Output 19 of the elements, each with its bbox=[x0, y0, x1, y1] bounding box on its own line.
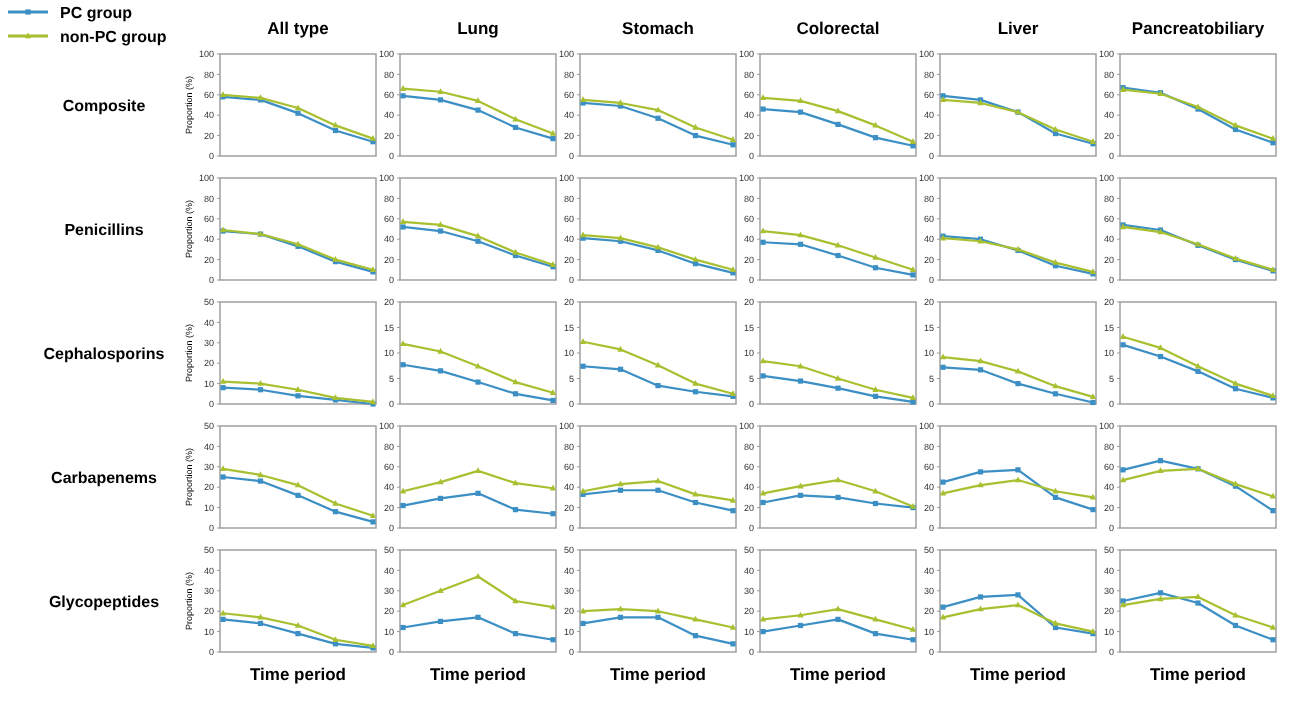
text: Composite bbox=[62, 96, 147, 115]
chart-title: Pancreatobiliary bbox=[1131, 18, 1265, 38]
legend-label: PC group bbox=[60, 3, 133, 22]
x-axis-title: Time period bbox=[789, 664, 887, 684]
x-axis-title: Time period bbox=[429, 664, 527, 684]
x-axis-title: Time period bbox=[1149, 664, 1247, 684]
text: Glycopeptides bbox=[48, 592, 161, 611]
text: Penicillins bbox=[64, 220, 145, 239]
text: Cephalosporins bbox=[43, 344, 166, 363]
chart-title: Colorectal bbox=[796, 18, 880, 38]
chart-title: All type bbox=[267, 18, 330, 38]
chart-title: Liver bbox=[997, 18, 1040, 38]
text: Carbapenems bbox=[51, 468, 158, 487]
legend-label: non-PC group bbox=[60, 27, 167, 46]
chart-title: Lung bbox=[457, 18, 499, 38]
x-axis-title: Time period bbox=[249, 664, 347, 684]
chart-title: Stomach bbox=[622, 18, 694, 38]
x-axis-title: Time period bbox=[609, 664, 707, 684]
x-axis-title: Time period bbox=[969, 664, 1067, 684]
